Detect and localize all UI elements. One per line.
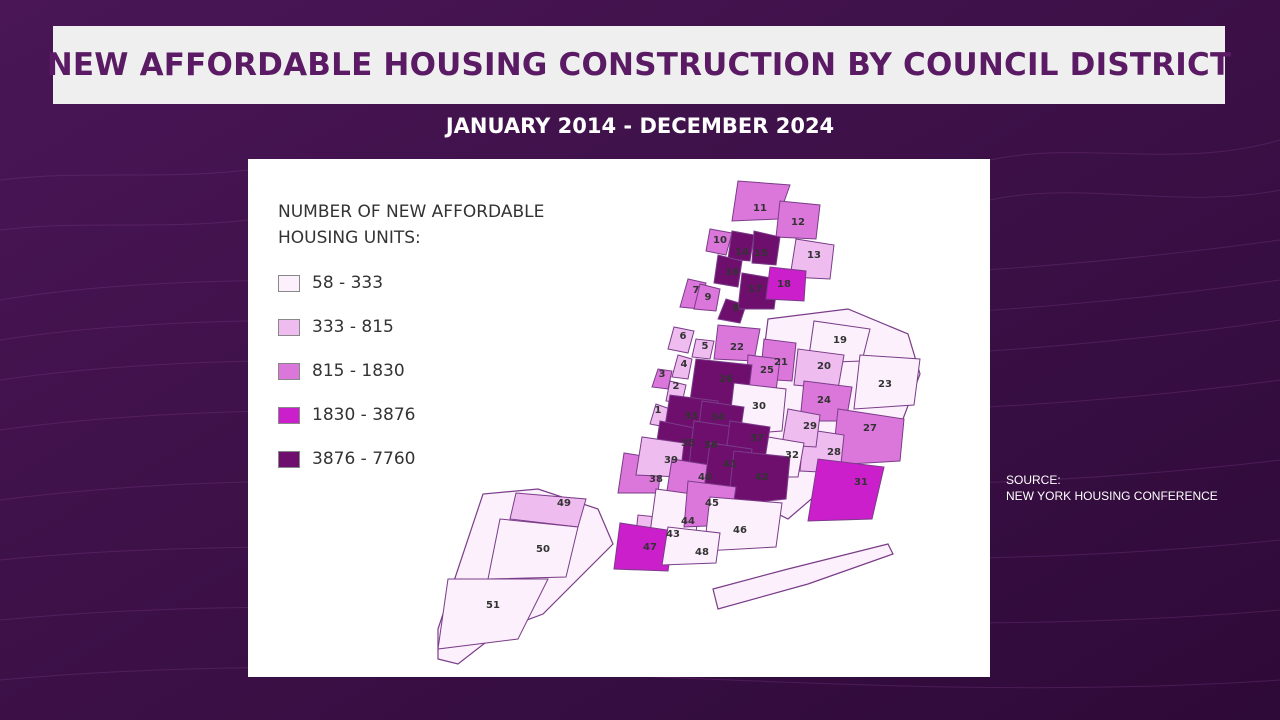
district-51: [437, 578, 549, 650]
district-label-5: 5: [702, 341, 709, 352]
district-label-38: 38: [649, 474, 663, 485]
district-label-10: 10: [713, 235, 727, 246]
legend-item: 1830 - 3876: [278, 403, 578, 427]
legend-swatch: [278, 406, 300, 424]
district-label-9: 9: [705, 292, 712, 303]
district-label-18: 18: [777, 279, 791, 290]
district-48: [661, 526, 721, 566]
legend-label: 333 - 815: [312, 317, 394, 337]
legend: NUMBER OF NEW AFFORDABLE HOUSING UNITS: …: [278, 199, 578, 471]
legend-label: 58 - 333: [312, 273, 384, 293]
district-16: [713, 254, 743, 288]
district-label-4: 4: [681, 359, 688, 370]
district-label-49: 49: [557, 498, 571, 509]
district-50: [487, 518, 579, 580]
legend-item: 58 - 333: [278, 271, 578, 295]
district-4: [671, 354, 693, 380]
district-12: [775, 200, 821, 240]
district-label-29: 29: [803, 421, 817, 432]
district-label-16: 16: [725, 267, 739, 278]
legend-label: 3876 - 7760: [312, 449, 416, 469]
district-label-17: 17: [748, 284, 762, 295]
district-label-48: 48: [695, 547, 709, 558]
district-10: [705, 228, 733, 256]
district-label-26: 26: [719, 374, 733, 385]
legend-swatch: [278, 450, 300, 468]
legend-item: 815 - 1830: [278, 359, 578, 383]
district-label-41: 41: [723, 459, 737, 470]
source-name: NEW YORK HOUSING CONFERENCE: [1006, 489, 1218, 503]
district-29: [781, 408, 821, 448]
district-label-24: 24: [817, 395, 831, 406]
date-range-subtitle: JANUARY 2014 - DECEMBER 2024: [445, 114, 835, 138]
district-label-6: 6: [680, 331, 687, 342]
legend-label: 815 - 1830: [312, 361, 405, 381]
district-label-12: 12: [791, 217, 805, 228]
map-panel: 1 2 3 4 5 6 7 8 9 10 11 12 13 14 15 16 17 18 19 20 21 22 23 24 2…: [248, 159, 990, 677]
district-31: [807, 458, 885, 522]
district-label-25: 25: [760, 365, 774, 376]
district-label-50: 50: [536, 544, 550, 555]
rockaway-outline: [712, 543, 894, 610]
district-label-22: 22: [730, 342, 744, 353]
district-23: [853, 354, 921, 410]
district-label-37: 37: [750, 433, 764, 444]
district-label-42: 42: [755, 472, 769, 483]
title-banner: NEW AFFORDABLE HOUSING CONSTRUCTION BY C…: [47, 26, 1231, 104]
district-label-40: 40: [698, 472, 712, 483]
district-label-51: 51: [486, 600, 500, 611]
district-label-13: 13: [807, 250, 821, 261]
legend-label: 1830 - 3876: [312, 405, 416, 425]
district-label-11: 11: [753, 203, 767, 214]
source-note: SOURCE: NEW YORK HOUSING CONFERENCE: [1006, 472, 1218, 504]
district-label-8: 8: [733, 303, 740, 314]
legend-swatch: [278, 274, 300, 292]
district-6: [667, 326, 695, 354]
district-label-35: 35: [681, 438, 695, 449]
legend-title: NUMBER OF NEW AFFORDABLE HOUSING UNITS:: [278, 202, 545, 248]
district-label-14: 14: [735, 247, 749, 258]
district-label-46: 46: [733, 525, 747, 536]
district-47: [613, 522, 675, 572]
legend-item: 333 - 815: [278, 315, 578, 339]
district-3: [651, 368, 673, 390]
district-label-21: 21: [774, 357, 788, 368]
district-layer: [437, 180, 921, 650]
district-9: [693, 283, 721, 312]
district-label-34: 34: [711, 412, 725, 423]
legend-item: 3876 - 7760: [278, 447, 578, 471]
district-label-7: 7: [693, 285, 700, 296]
district-label-39: 39: [664, 455, 678, 466]
district-15: [751, 230, 781, 266]
source-label: SOURCE:: [1006, 473, 1061, 487]
page-title: NEW AFFORDABLE HOUSING CONSTRUCTION BY C…: [46, 47, 1232, 83]
district-label-15: 15: [754, 248, 768, 259]
district-label-33: 33: [684, 411, 698, 422]
district-label-36: 36: [704, 440, 718, 451]
district-label-44: 44: [681, 516, 695, 527]
district-label-45: 45: [705, 498, 719, 509]
district-label-19: 19: [833, 335, 847, 346]
district-label-23: 23: [878, 379, 892, 390]
district-label-31: 31: [854, 477, 868, 488]
district-14: [727, 230, 755, 262]
district-label-32: 32: [785, 450, 799, 461]
district-label-28: 28: [827, 447, 841, 458]
legend-swatch: [278, 318, 300, 336]
district-18: [765, 266, 807, 302]
district-label-27: 27: [863, 423, 877, 434]
district-label-2: 2: [673, 381, 680, 392]
district-5: [691, 338, 715, 360]
district-label-3: 3: [659, 369, 666, 380]
district-13: [789, 238, 835, 280]
district-label-47: 47: [643, 542, 657, 553]
legend-swatch: [278, 362, 300, 380]
district-label-43: 43: [666, 529, 680, 540]
district-label-20: 20: [817, 361, 831, 372]
district-label-30: 30: [752, 401, 766, 412]
district-label-1: 1: [655, 405, 662, 416]
